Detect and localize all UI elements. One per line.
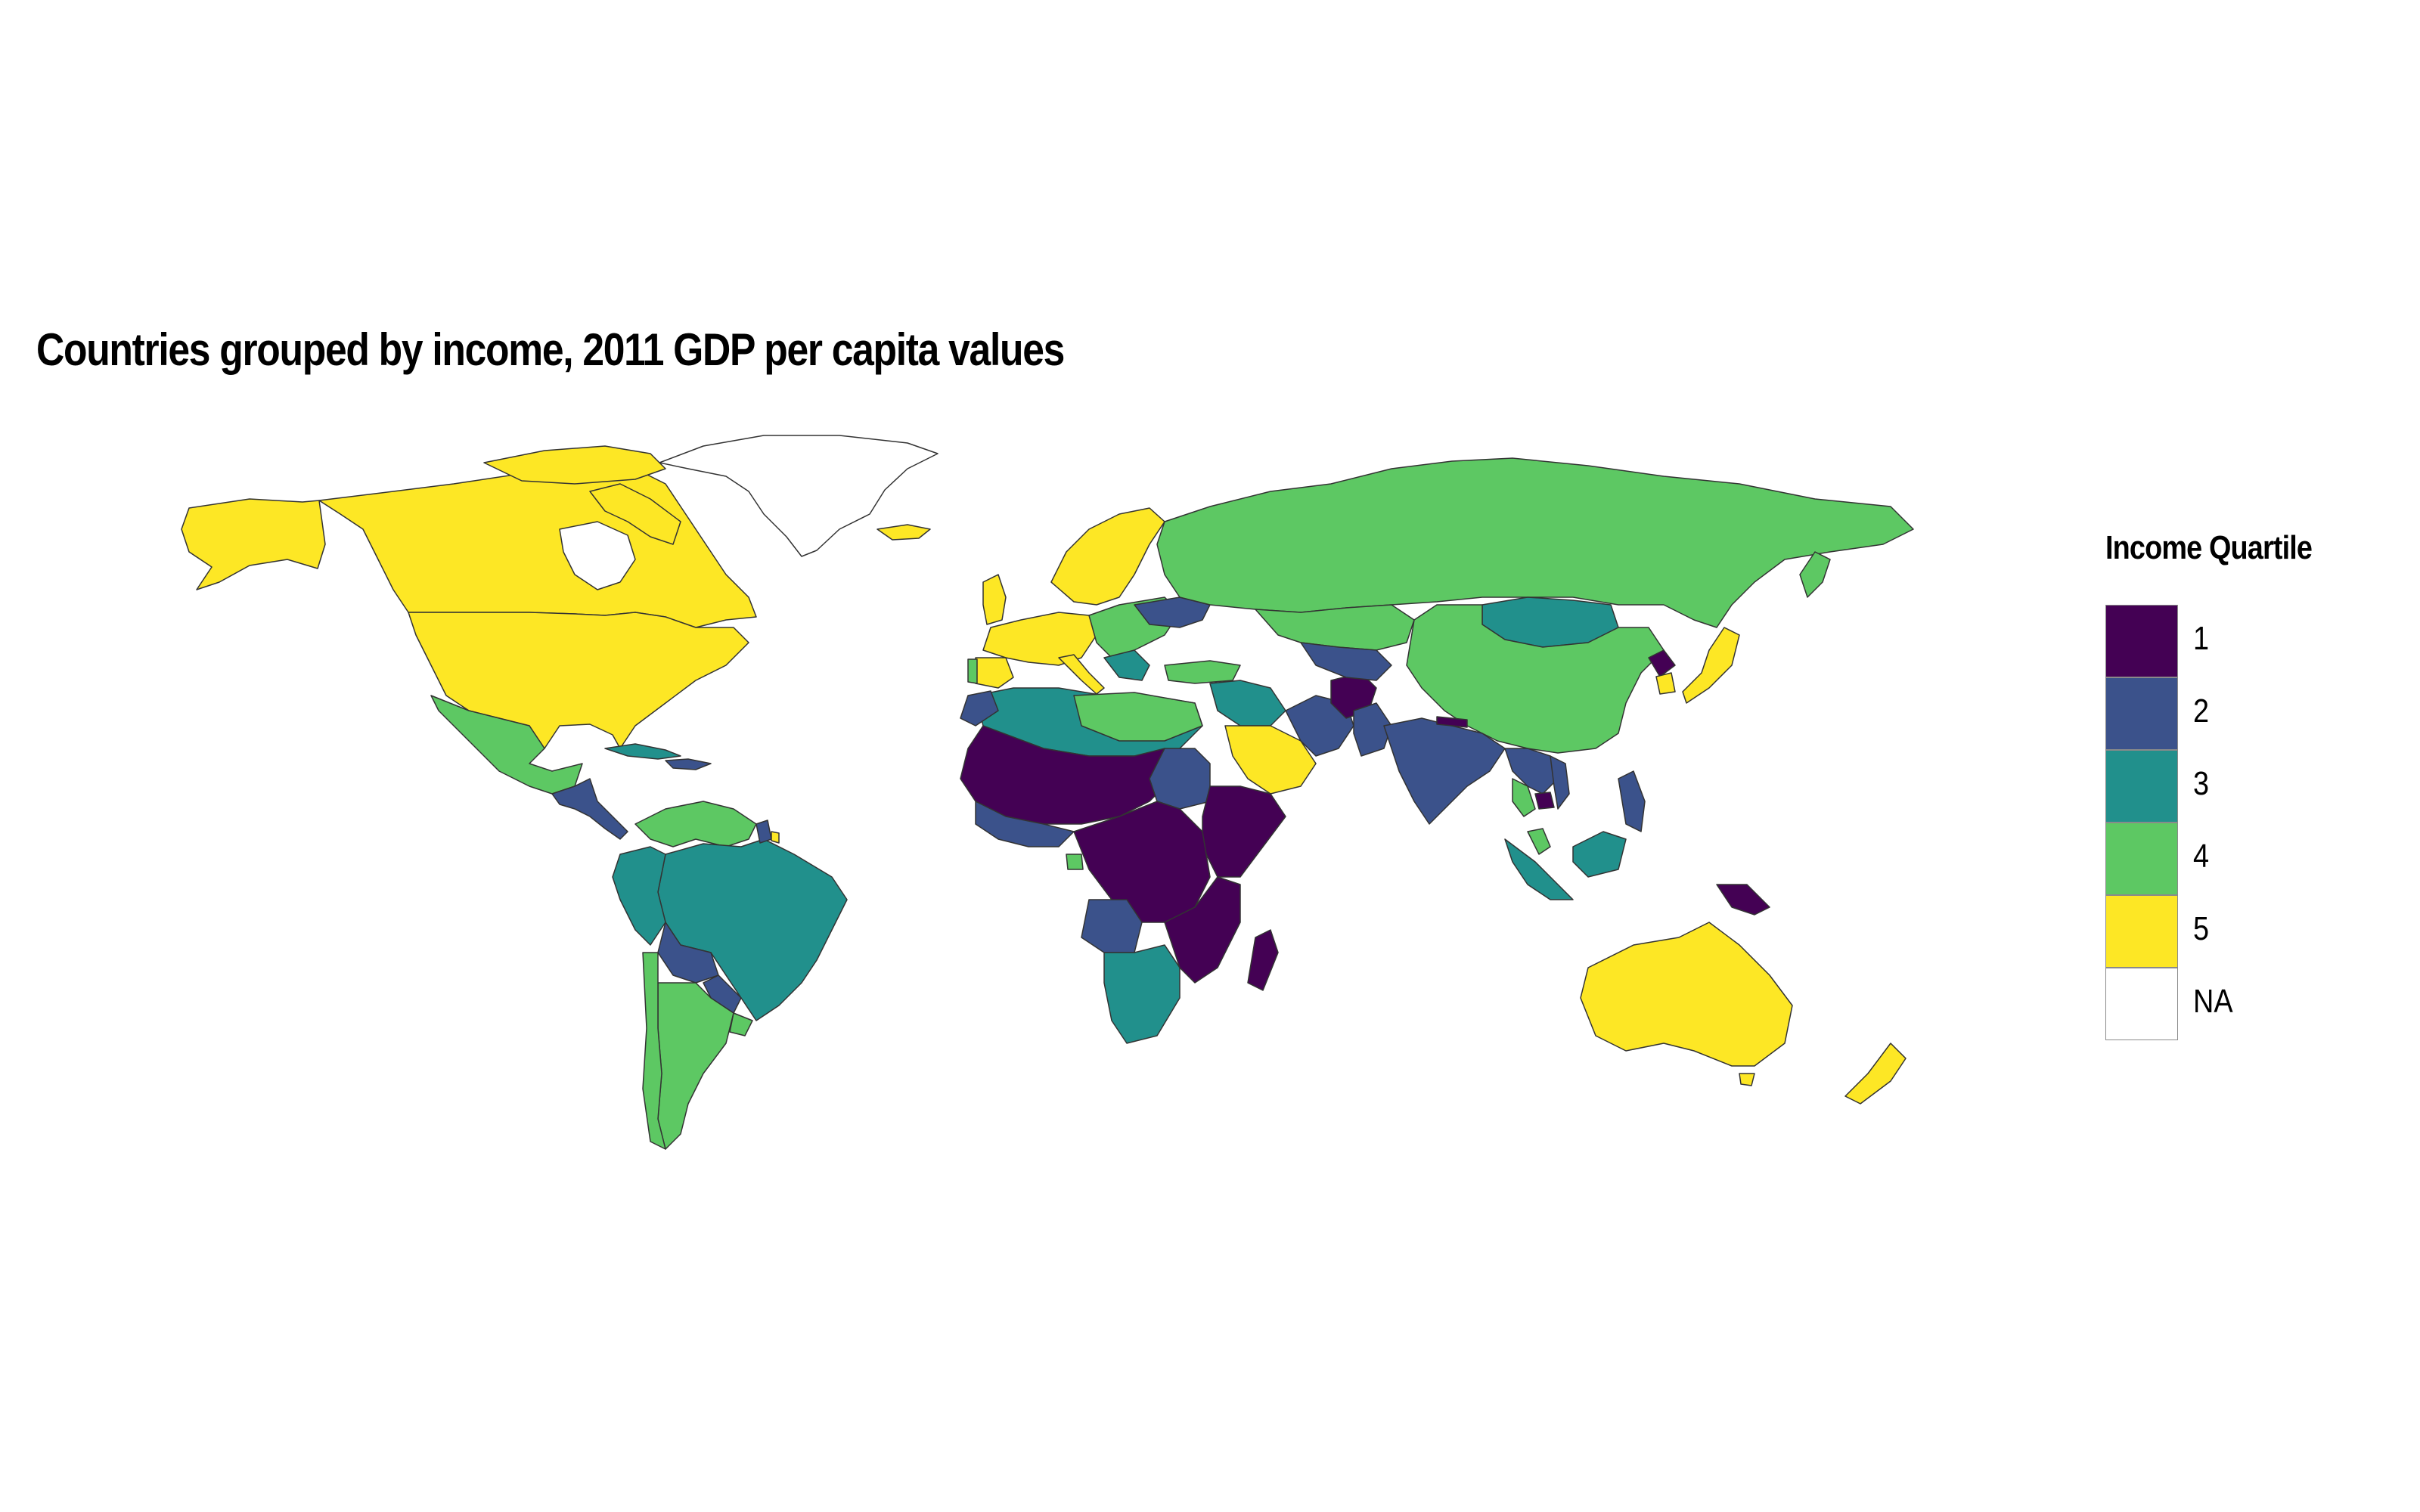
legend-swatch (2105, 605, 2178, 677)
country-pakistan[interactable] (1353, 702, 1392, 757)
legend-swatch (2105, 968, 2178, 1040)
legend-item-5: 5 (2105, 895, 2332, 968)
country-kazakhstan[interactable] (1255, 604, 1415, 651)
legend-label: 3 (2193, 765, 2210, 802)
country-west-africa[interactable] (975, 801, 1075, 847)
country-bolivia[interactable] (657, 922, 719, 984)
legend-label: 4 (2193, 838, 2210, 875)
country-libya-egypt[interactable] (1073, 692, 1203, 742)
legend-item-2: 2 (2105, 677, 2332, 750)
country-north-korea[interactable] (1648, 649, 1676, 677)
country-norway-sweden[interactable] (1050, 507, 1165, 606)
country-indonesia[interactable] (1504, 838, 1574, 900)
country-alaska[interactable] (181, 498, 326, 590)
country-borneo[interactable] (1572, 831, 1627, 878)
hudson-bay (559, 521, 636, 590)
legend-label: NA (2193, 983, 2233, 1020)
country-gabon[interactable] (1066, 854, 1084, 870)
country-south-korea[interactable] (1655, 672, 1676, 695)
country-france-germany[interactable] (982, 612, 1097, 666)
country-greenland[interactable] (659, 435, 939, 557)
country-thailand[interactable] (1512, 778, 1536, 817)
country-papua-new-guinea[interactable] (1716, 884, 1770, 916)
country-horn-africa[interactable] (1202, 785, 1286, 878)
legend-label: 5 (2193, 910, 2210, 947)
country-iceland[interactable] (876, 524, 931, 541)
country-middle-east[interactable] (1209, 680, 1286, 727)
country-guyana[interactable] (755, 820, 772, 844)
country-italy[interactable] (1058, 654, 1105, 695)
region-central-america[interactable] (551, 778, 628, 840)
legend-swatch (2105, 677, 2178, 750)
legend-item-4: 4 (2105, 823, 2332, 895)
country-iran[interactable] (1285, 695, 1354, 757)
legend-swatch (2105, 750, 2178, 823)
country-morocco[interactable] (960, 690, 999, 727)
country-haiti-dr[interactable] (665, 758, 712, 770)
country-sudan[interactable] (1149, 748, 1211, 810)
country-malaysia[interactable] (1527, 828, 1551, 855)
country-argentina[interactable] (657, 982, 734, 1150)
country-canada[interactable] (318, 468, 757, 628)
country-balkans[interactable] (1103, 649, 1150, 681)
country-canada-islands[interactable] (483, 445, 666, 485)
country-portugal[interactable] (967, 658, 978, 684)
country-peru-ecuador[interactable] (612, 846, 666, 946)
country-madagascar[interactable] (1247, 929, 1279, 991)
country-uruguay[interactable] (729, 1012, 753, 1036)
country-vietnam[interactable] (1550, 755, 1570, 810)
legend-label: 2 (2193, 692, 2210, 730)
country-cuba[interactable] (604, 743, 681, 760)
country-sakhalin-kamchatka[interactable] (1799, 551, 1831, 598)
country-new-zealand[interactable] (1844, 1043, 1907, 1105)
country-nepal[interactable] (1436, 716, 1468, 728)
country-canada-baffin[interactable] (589, 483, 681, 545)
country-uk[interactable] (982, 574, 1007, 625)
country-east-africa[interactable] (1164, 876, 1241, 984)
country-turkey[interactable] (1164, 660, 1241, 684)
country-central-asia[interactable] (1300, 642, 1392, 681)
country-chile[interactable] (642, 952, 666, 1150)
country-tasmania[interactable] (1739, 1073, 1755, 1086)
legend-swatch (2105, 823, 2178, 895)
map-title: Countries grouped by income, 2011 GDP pe… (36, 324, 1065, 375)
legend-item-na: NA (2105, 968, 2332, 1040)
legend-item-1: 1 (2105, 605, 2332, 677)
country-japan[interactable] (1682, 627, 1740, 704)
legend-item-3: 3 (2105, 750, 2332, 823)
country-spain[interactable] (975, 657, 1014, 689)
legend: Income Quartile 1 2 3 4 5 NA (2105, 529, 2346, 1040)
country-cambodia[interactable] (1534, 792, 1555, 810)
legend-swatch (2105, 895, 2178, 968)
country-saudi[interactable] (1224, 725, 1317, 795)
country-australia[interactable] (1580, 922, 1793, 1067)
country-central-africa[interactable] (1073, 801, 1211, 923)
country-myanmar-laos[interactable] (1504, 748, 1559, 795)
country-colombia-venezuela[interactable] (634, 801, 757, 847)
country-southern-africa[interactable] (1103, 944, 1181, 1044)
country-mexico[interactable] (430, 695, 583, 795)
legend-title: Income Quartile (2105, 529, 2313, 566)
country-fr-guiana[interactable] (771, 831, 780, 844)
country-philippines[interactable] (1618, 770, 1646, 832)
legend-label: 1 (2193, 620, 2210, 657)
